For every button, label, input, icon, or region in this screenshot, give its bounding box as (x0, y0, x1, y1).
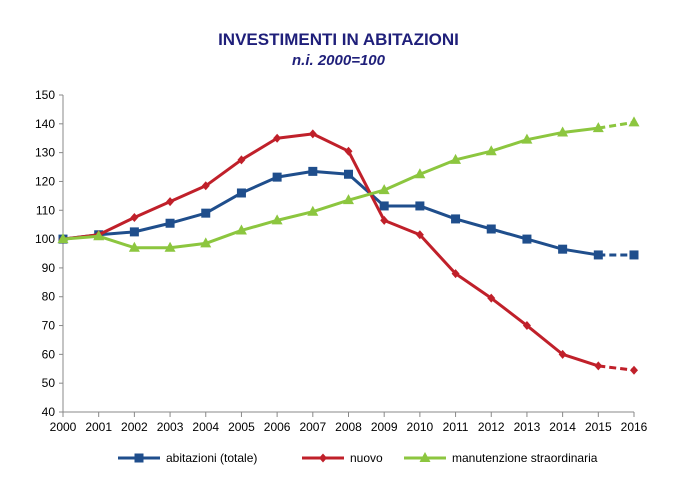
data-point (414, 168, 426, 179)
data-point (415, 201, 425, 211)
data-point (558, 349, 567, 359)
data-point (344, 169, 353, 179)
data-point (451, 269, 460, 279)
data-point (558, 244, 568, 254)
data-point (308, 129, 317, 139)
data-point (201, 208, 211, 218)
legend-item: nuovo (302, 451, 383, 465)
y-tick-label: 70 (42, 319, 56, 333)
data-point (165, 218, 175, 228)
data-point (237, 155, 246, 165)
data-point (129, 227, 139, 237)
x-tick-label: 2002 (121, 420, 148, 434)
y-tick-label: 80 (42, 290, 56, 304)
y-tick-label: 100 (35, 232, 55, 246)
y-tick-label: 60 (42, 347, 56, 361)
data-point (415, 230, 424, 240)
legend-swatch-marker (134, 453, 144, 463)
x-tick-label: 2006 (264, 420, 291, 434)
x-tick-label: 2009 (371, 420, 398, 434)
data-point (93, 230, 105, 241)
x-tick-label: 2004 (192, 420, 219, 434)
data-point (273, 133, 282, 143)
x-tick-label: 2015 (585, 420, 612, 434)
chart-subtitle: n.i. 2000=100 (292, 52, 385, 69)
x-tick-label: 2003 (157, 420, 184, 434)
series-line (62, 132, 599, 368)
data-point (450, 153, 462, 164)
data-point (272, 172, 282, 182)
y-tick-label: 130 (35, 146, 55, 160)
chart-title: INVESTIMENTI IN ABITAZIONI (218, 30, 459, 49)
data-point (486, 224, 496, 234)
x-tick-label: 2011 (443, 420, 469, 434)
data-point (594, 361, 603, 371)
series-line (62, 169, 599, 257)
x-tick-label: 2007 (299, 420, 326, 434)
data-point (522, 234, 532, 244)
x-tick-label: 2016 (621, 420, 648, 434)
x-tick-label: 2001 (85, 420, 112, 434)
data-point (130, 212, 139, 222)
legend-swatch-marker (419, 452, 431, 462)
data-point (522, 321, 531, 331)
data-point (164, 241, 176, 252)
series-line-forecast (598, 364, 635, 372)
x-tick-label: 2005 (228, 420, 255, 434)
data-point (451, 214, 461, 224)
x-tick-label: 2010 (407, 420, 434, 434)
data-point (200, 237, 212, 248)
y-tick-label: 140 (35, 117, 55, 131)
data-point (201, 181, 210, 191)
data-point (485, 145, 497, 156)
data-point (630, 365, 638, 375)
data-point (378, 184, 390, 195)
series-2 (59, 129, 638, 375)
data-point (629, 250, 639, 260)
data-point (57, 233, 69, 244)
series-3 (57, 116, 640, 252)
data-point (592, 122, 604, 133)
legend-label: manutenzione straordinaria (452, 451, 598, 465)
data-point (557, 126, 569, 137)
data-point (379, 201, 389, 211)
y-tick-label: 150 (35, 88, 55, 102)
x-tick-label: 2014 (549, 420, 576, 434)
legend-label: nuovo (350, 451, 383, 465)
series-layer (57, 116, 640, 375)
x-tick-label: 2008 (335, 420, 362, 434)
y-tick-label: 120 (35, 174, 55, 188)
data-point (487, 293, 496, 303)
series-line-forecast (598, 120, 635, 130)
data-point (236, 188, 246, 198)
y-tick-label: 50 (42, 376, 56, 390)
legend-item: abitazioni (totale) (118, 451, 257, 465)
data-point (344, 146, 353, 156)
x-tick-label: 2013 (514, 420, 541, 434)
series-line (62, 126, 599, 250)
legend-swatch-marker (319, 453, 327, 463)
y-tick-label: 40 (42, 405, 56, 419)
y-tick-label: 90 (42, 261, 56, 275)
data-point (307, 205, 319, 216)
data-point (593, 250, 603, 260)
x-tick-label: 2012 (478, 420, 505, 434)
data-point (271, 214, 283, 225)
data-point (521, 133, 533, 144)
data-point (380, 215, 389, 225)
axes: 40 50 60 70 80 90 100 110 120 130 140 150 2000 2001 20… (35, 88, 648, 434)
data-point (343, 194, 354, 205)
legend-item: manutenzione straordinaria (404, 451, 598, 465)
data-point (308, 166, 318, 176)
y-tick-label: 110 (36, 203, 55, 217)
legend: abitazioni (totale) nuovo manutenzione str… (118, 451, 598, 465)
x-tick-label: 2000 (50, 420, 77, 434)
data-point (128, 241, 140, 252)
data-point (166, 197, 175, 207)
data-point (628, 116, 640, 127)
legend-label: abitazioni (totale) (166, 451, 257, 465)
data-point (235, 224, 247, 235)
